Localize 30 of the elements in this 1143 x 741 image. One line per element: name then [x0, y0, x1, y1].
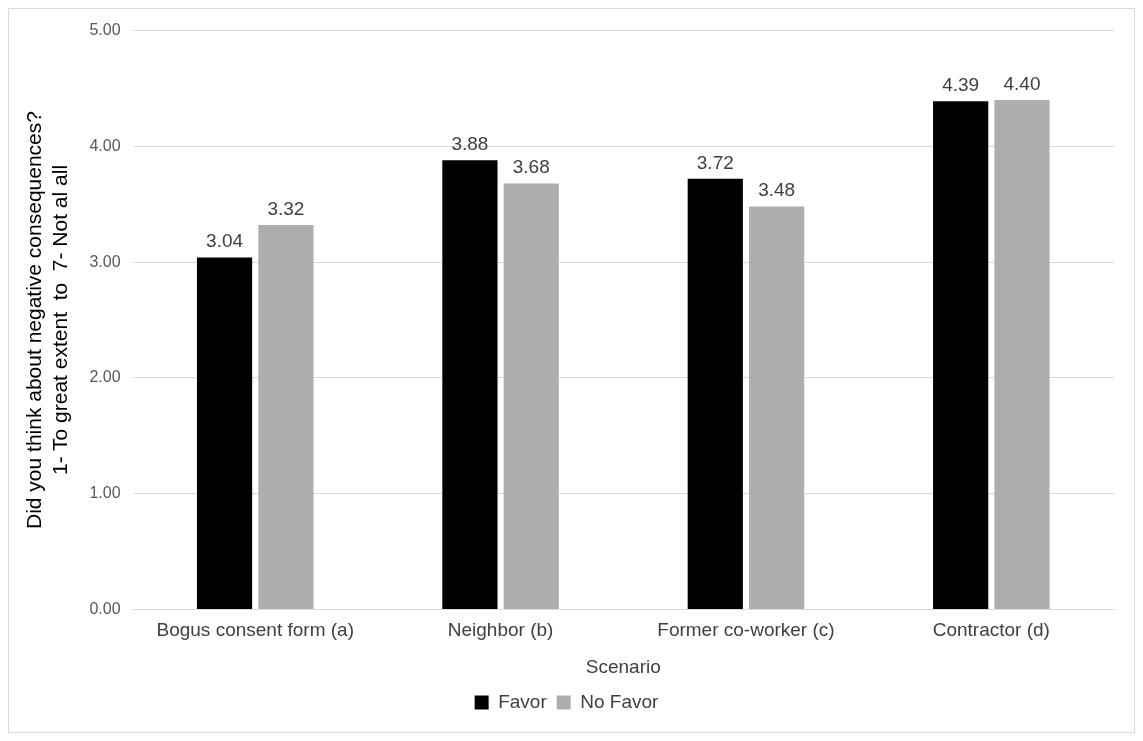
y-tick-label: 5.00: [89, 21, 121, 39]
y-tick-label: 3.00: [89, 252, 121, 270]
x-tick-label: Neighbor (b): [447, 619, 554, 641]
bar: [503, 183, 559, 609]
data-label: 3.48: [758, 179, 796, 201]
data-label: 4.40: [1003, 72, 1041, 94]
y-axis-title: Did you think about negative consequences? 1- To great extent to 7- Not al all: [22, 111, 71, 529]
bar: [749, 206, 805, 609]
bar: [933, 101, 989, 609]
data-label: 3.88: [451, 132, 489, 154]
data-label: 3.68: [512, 156, 550, 178]
y-tick-label: 1.00: [89, 484, 121, 502]
legend-label: No Favor: [580, 690, 660, 712]
data-label: 4.39: [942, 73, 980, 95]
bar: [994, 100, 1050, 609]
bar: [442, 160, 498, 609]
bar: [196, 257, 253, 609]
data-label: 3.72: [696, 151, 734, 173]
x-axis-title: Scenario: [585, 655, 661, 677]
bar: [258, 225, 314, 609]
x-tick-label: Former co-worker (c): [657, 619, 835, 641]
y-tick-label: 2.00: [89, 368, 121, 386]
x-tick-label: Contractor (d): [932, 619, 1050, 641]
data-label: 3.04: [206, 230, 244, 252]
data-label: 3.32: [267, 197, 305, 219]
y-tick-label: 0.00: [89, 599, 121, 617]
x-tick-label: Bogus consent form (a): [156, 619, 354, 641]
legend-label: Favor: [498, 690, 548, 712]
y-tick-label: 4.00: [89, 136, 121, 154]
bar: [687, 178, 743, 609]
